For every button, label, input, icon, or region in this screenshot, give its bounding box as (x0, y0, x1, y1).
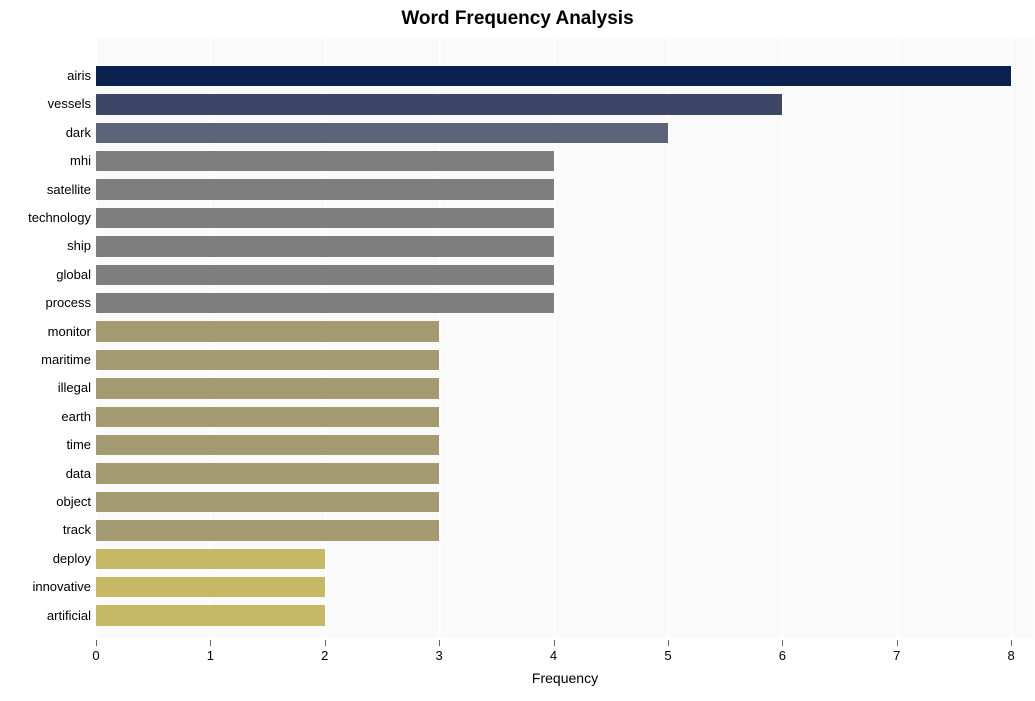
bar (96, 265, 554, 285)
x-tick-label: 4 (550, 648, 557, 663)
bar (96, 435, 439, 455)
x-tick (554, 640, 555, 646)
y-tick-label: technology (28, 208, 91, 228)
x-tick (439, 640, 440, 646)
bar (96, 321, 439, 341)
y-tick-label: object (56, 492, 91, 512)
y-tick-label: dark (66, 123, 91, 143)
bar (96, 407, 439, 427)
y-tick-label: data (66, 464, 91, 484)
bar (96, 378, 439, 398)
x-tick-label: 6 (779, 648, 786, 663)
x-tick (1011, 640, 1012, 646)
bar (96, 208, 554, 228)
y-tick-label: track (63, 520, 91, 540)
x-tick-label: 0 (92, 648, 99, 663)
grid-line (668, 38, 669, 638)
y-tick-label: process (45, 293, 91, 313)
bar (96, 236, 554, 256)
grid-line (1011, 38, 1012, 638)
x-tick (897, 640, 898, 646)
y-tick-label: vessels (48, 94, 91, 114)
x-tick (782, 640, 783, 646)
y-tick-label: time (66, 435, 91, 455)
plot-area (96, 38, 1034, 638)
x-axis-title: Frequency (96, 670, 1034, 686)
y-tick-label: ship (67, 236, 91, 256)
y-tick-label: maritime (41, 350, 91, 370)
bar (96, 151, 554, 171)
y-tick-label: mhi (70, 151, 91, 171)
grid-line (897, 38, 898, 638)
chart-title: Word Frequency Analysis (0, 8, 1035, 30)
bar (96, 94, 782, 114)
y-tick-label: illegal (58, 378, 91, 398)
bar (96, 492, 439, 512)
y-tick-label: earth (61, 407, 91, 427)
bar (96, 123, 668, 143)
y-tick-label: airis (67, 66, 91, 86)
y-tick-label: deploy (53, 549, 91, 569)
x-tick-label: 2 (321, 648, 328, 663)
bar (96, 350, 439, 370)
y-tick-label: global (56, 265, 91, 285)
y-tick-label: artificial (47, 606, 91, 626)
word-frequency-chart: Word Frequency Analysis Frequency 0 1 2 3 4 5… (0, 0, 1035, 701)
bar (96, 605, 325, 625)
bar (96, 577, 325, 597)
x-tick-label: 8 (1007, 648, 1014, 663)
x-tick (96, 640, 97, 646)
bar (96, 520, 439, 540)
x-tick (668, 640, 669, 646)
y-tick-label: satellite (47, 180, 91, 200)
bar (96, 463, 439, 483)
x-tick-label: 5 (664, 648, 671, 663)
bar (96, 66, 1011, 86)
bar (96, 549, 325, 569)
x-tick (210, 640, 211, 646)
y-tick-label: innovative (32, 577, 91, 597)
x-tick-label: 1 (207, 648, 214, 663)
bar (96, 293, 554, 313)
x-tick-label: 7 (893, 648, 900, 663)
y-tick-label: monitor (48, 322, 91, 342)
bar (96, 179, 554, 199)
grid-line (782, 38, 783, 638)
x-tick (325, 640, 326, 646)
x-tick-label: 3 (436, 648, 443, 663)
